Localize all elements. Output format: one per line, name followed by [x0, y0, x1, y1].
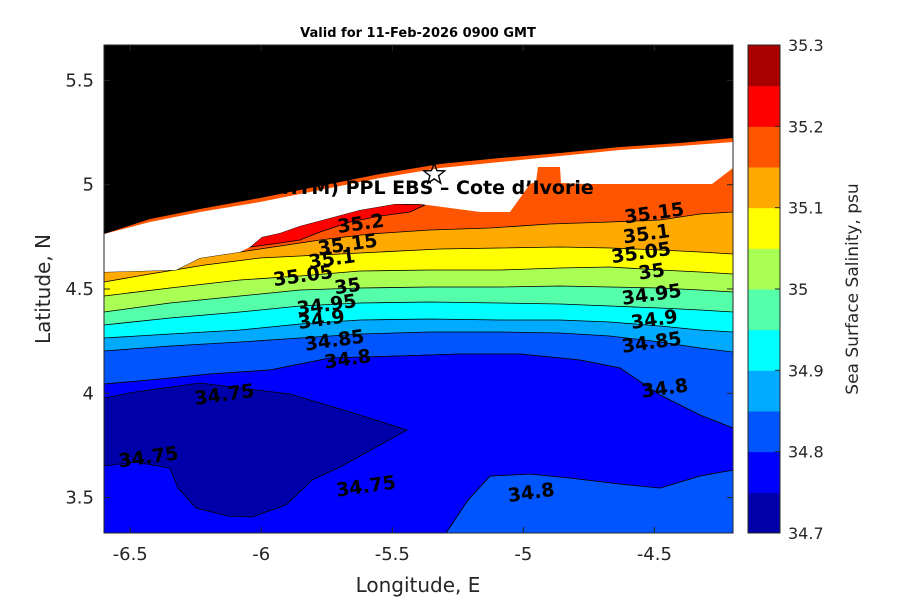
- colorbar-swatch: [748, 492, 780, 534]
- colorbar-swatch: [748, 329, 780, 371]
- contour-labels: 35.235.1535.135.053534.9534.934.8534.834…: [117, 198, 689, 507]
- colorbar-swatch: [748, 45, 780, 87]
- y-tick-label: 3.5: [65, 488, 94, 509]
- x-tick-label: -4.5: [637, 544, 672, 565]
- y-tick-label: 5: [83, 175, 94, 196]
- colorbar-swatch: [748, 248, 780, 290]
- colorbar-tick-label: 35.1: [788, 199, 824, 218]
- colorbar-swatch: [748, 451, 780, 493]
- colorbar-swatch: [748, 167, 780, 209]
- x-axis-ticks: -6.5 -6 -5.5 -5 -4.5: [113, 45, 672, 565]
- colorbar-swatch: [748, 289, 780, 331]
- colorbar-tick-label: 35: [788, 280, 808, 299]
- y-tick-label: 4.5: [65, 279, 94, 300]
- x-axis-label: Longitude, E: [356, 573, 481, 597]
- y-axis-ticks: 3.5 4 4.5 5 5.5: [65, 70, 733, 509]
- chart-title: Valid for 11-Feb-2026 0900 GMT: [300, 26, 536, 41]
- colorbar-tick-label: 35.3: [788, 36, 824, 55]
- contour-label: 35: [637, 259, 666, 284]
- colorbar-tick-label: 35.2: [788, 117, 824, 136]
- colorbar-tick-label: 34.7: [788, 524, 824, 543]
- colorbar-swatch: [748, 85, 780, 127]
- contour-label: 35: [333, 274, 362, 299]
- colorbar: 34.7 34.8 34.9 35 35.1 35.2 35.3: [747, 36, 824, 543]
- site-marker: [421, 161, 447, 185]
- band-35.20: [248, 203, 426, 248]
- contour-field: [104, 45, 733, 533]
- land-mass: [104, 45, 733, 234]
- colorbar-swatch: [748, 126, 780, 168]
- colorbar-label: Sea Surface Salinity, psu: [843, 183, 863, 394]
- coast-nodata: [104, 142, 733, 272]
- colorbar-tick-label: 34.9: [788, 361, 824, 380]
- x-tick-label: -5.5: [375, 544, 410, 565]
- site-label: (ONHYM) PPL EBS – Cote d’Ivorie: [241, 177, 594, 199]
- colorbar-swatch: [748, 370, 780, 412]
- y-axis-label: Latitude, N: [31, 234, 55, 344]
- y-tick-label: 5.5: [65, 70, 94, 91]
- x-tick-label: -6.5: [113, 544, 148, 565]
- colorbar-swatch: [748, 207, 780, 249]
- colorbar-tick-label: 34.8: [788, 443, 824, 462]
- x-tick-label: -5: [514, 544, 532, 565]
- x-tick-label: -6: [252, 544, 270, 565]
- y-tick-label: 4: [83, 383, 94, 404]
- colorbar-swatch: [748, 411, 780, 453]
- star-icon: [421, 161, 447, 185]
